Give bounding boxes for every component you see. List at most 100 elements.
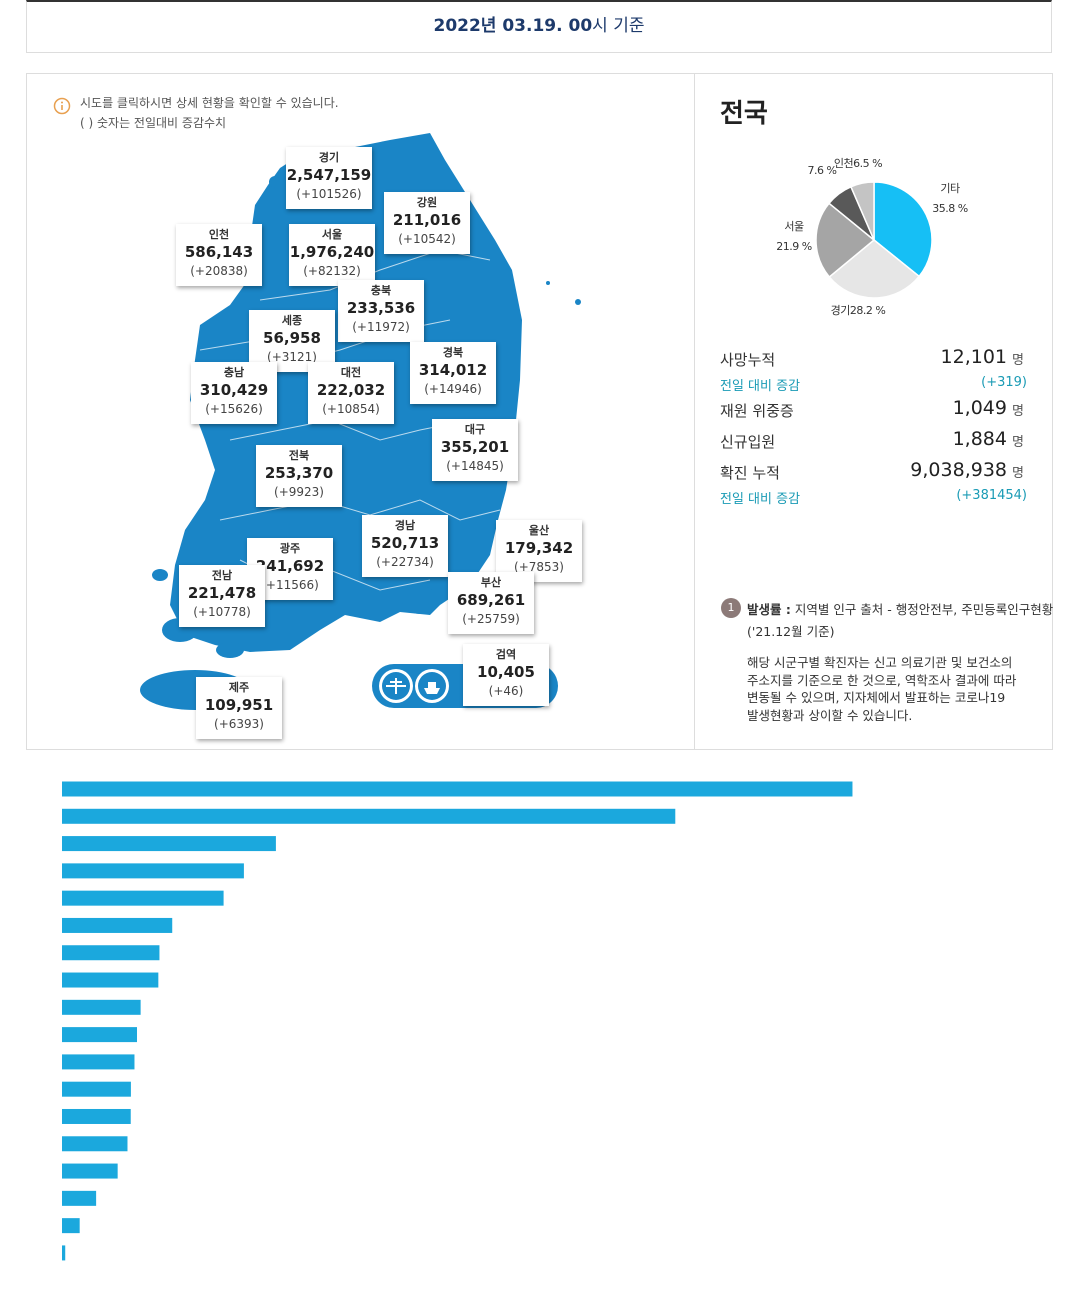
region-change: (+11972) — [352, 320, 410, 334]
region-name: 대구 — [464, 423, 486, 436]
region-box[interactable]: 울산 179,342 (+7853) — [496, 520, 582, 582]
region-change: (+11566) — [261, 578, 319, 592]
pie-category: 경기 — [831, 304, 850, 317]
header: 2022년 03.19. 00시 기준 — [26, 0, 1052, 53]
region-box[interactable]: 대전 222,032 (+10854) — [308, 362, 394, 424]
region-name: 세종 — [281, 314, 303, 327]
region-box[interactable]: 강원 211,016 (+10542) — [384, 192, 470, 254]
notice-line: 시도를 클릭하시면 상세 현황을 확인할 수 있습니다. — [80, 96, 339, 110]
region-change: (+14845) — [446, 459, 504, 473]
pie-label: 경기28.2 % — [831, 304, 886, 317]
status-panel — [26, 73, 1053, 750]
region-total: 10,405 — [477, 663, 535, 681]
region-total: 586,143 — [184, 243, 254, 261]
bar — [62, 890, 224, 906]
region-total: 211,016 — [392, 211, 462, 229]
region-name: 대전 — [340, 366, 362, 379]
pie-value: 7.6 % — [808, 164, 837, 177]
region-change: (+9923) — [274, 485, 324, 499]
island — [152, 569, 168, 581]
bar-chart: 0500000100000015000002000000250000030000… — [62, 781, 853, 1261]
region-name: 경북 — [442, 346, 464, 359]
region-total: 689,261 — [456, 591, 526, 609]
bar — [62, 1108, 131, 1124]
stat-value: 1,049 — [952, 397, 1007, 419]
bar — [62, 1027, 138, 1043]
region-change: (+10854) — [322, 402, 380, 416]
region-name: 인천 — [208, 228, 230, 241]
island — [216, 642, 244, 658]
island — [402, 586, 438, 614]
stat-change-label: 전일 대비 증감 — [720, 492, 801, 507]
region-change: (+20838) — [190, 264, 248, 278]
region-box[interactable]: 전북 253,370 (+9923) — [256, 445, 342, 507]
region-name: 서울 — [321, 228, 343, 241]
region-total: 241,692 — [255, 557, 325, 575]
region-total: 2,547,159 — [286, 166, 372, 184]
stat-unit: 명 — [1012, 435, 1024, 450]
stat-value: 9,038,938 — [910, 459, 1007, 481]
bar — [62, 808, 676, 824]
region-box[interactable]: 충북 233,536 (+11972) — [338, 280, 424, 342]
region-total: 222,032 — [316, 381, 386, 399]
footnote-line: 변동될 수 있으며, 지자체에서 발표하는 코로나19 — [747, 690, 1006, 706]
divider — [694, 74, 695, 749]
stat-change-value: (+381454) — [956, 488, 1027, 503]
region-box[interactable]: 제주 109,951 (+6393) — [196, 677, 282, 739]
bar — [62, 917, 173, 933]
pie-category: 인천 — [834, 156, 853, 170]
stat-label: 신규입원 — [720, 433, 776, 451]
region-change: (+3121) — [267, 350, 317, 364]
bar — [62, 863, 244, 879]
region-box[interactable]: 전남 221,478 (+10778) — [179, 565, 265, 627]
region-name: 강원 — [416, 196, 438, 209]
region-box[interactable]: 경기 2,547,159 (+101526) — [286, 147, 372, 209]
region-box[interactable]: 검역 10,405 (+46) — [463, 644, 549, 706]
bar — [62, 1136, 128, 1152]
bar — [62, 1081, 131, 1097]
stat-change-label: 전일 대비 증감 — [720, 379, 801, 394]
island — [575, 299, 581, 305]
region-box[interactable]: 경북 314,012 (+14946) — [410, 342, 496, 404]
stat-label: 재원 위중증 — [720, 402, 794, 420]
region-total: 233,536 — [346, 299, 416, 317]
pie-category: 기타 — [940, 182, 960, 195]
region-name: 부산 — [480, 576, 502, 589]
region-name: 충북 — [370, 284, 392, 297]
region-name: 충남 — [223, 366, 245, 379]
region-box[interactable]: 인천 586,143 (+20838) — [176, 224, 262, 286]
region-change: (+25759) — [462, 612, 520, 626]
bar — [62, 1163, 118, 1179]
bar — [62, 972, 159, 988]
region-box[interactable]: 부산 689,261 (+25759) — [448, 572, 534, 634]
region-total: 520,713 — [370, 534, 440, 552]
bar — [62, 1245, 66, 1261]
footnote-text: 지역별 인구 출처 - 행정안전부, 주민등록인구현황 — [794, 602, 1054, 617]
bar — [62, 945, 160, 961]
bar — [62, 781, 853, 797]
region-total: 314,012 — [418, 361, 488, 379]
region-total: 253,370 — [264, 464, 334, 482]
bar — [62, 1054, 135, 1070]
region-change: (+10542) — [398, 232, 456, 246]
region-box[interactable]: 대구 355,201 (+14845) — [432, 419, 518, 481]
pie-value: 6.5 % — [853, 157, 882, 170]
region-box[interactable]: 경남 520,713 (+22734) — [362, 515, 448, 577]
stat-unit: 명 — [1012, 466, 1024, 481]
region-box[interactable]: 세종 56,958 (+3121) — [249, 310, 335, 372]
region-change: (+10778) — [193, 605, 251, 619]
pie-value: 21.9 % — [776, 240, 811, 253]
bar — [62, 1218, 80, 1234]
region-change: (+82132) — [303, 264, 361, 278]
footnote-line: 주소지를 기준으로 한 것으로, 역학조사 결과에 따라 — [747, 672, 1017, 688]
pie-category: 서울 — [784, 220, 804, 233]
region-box[interactable]: 충남 310,429 (+15626) — [191, 362, 277, 424]
region-box[interactable]: 서울 1,976,240 (+82132) — [289, 224, 375, 286]
stat-change-value: (+319) — [981, 375, 1027, 390]
region-total: 355,201 — [440, 438, 510, 456]
pie-slice — [873, 181, 933, 278]
region-total: 109,951 — [204, 696, 274, 714]
pie-value: 28.2 % — [850, 304, 885, 317]
header-date: 2022년 03.19. 00 — [433, 16, 593, 36]
region-change: (+7853) — [514, 560, 564, 574]
